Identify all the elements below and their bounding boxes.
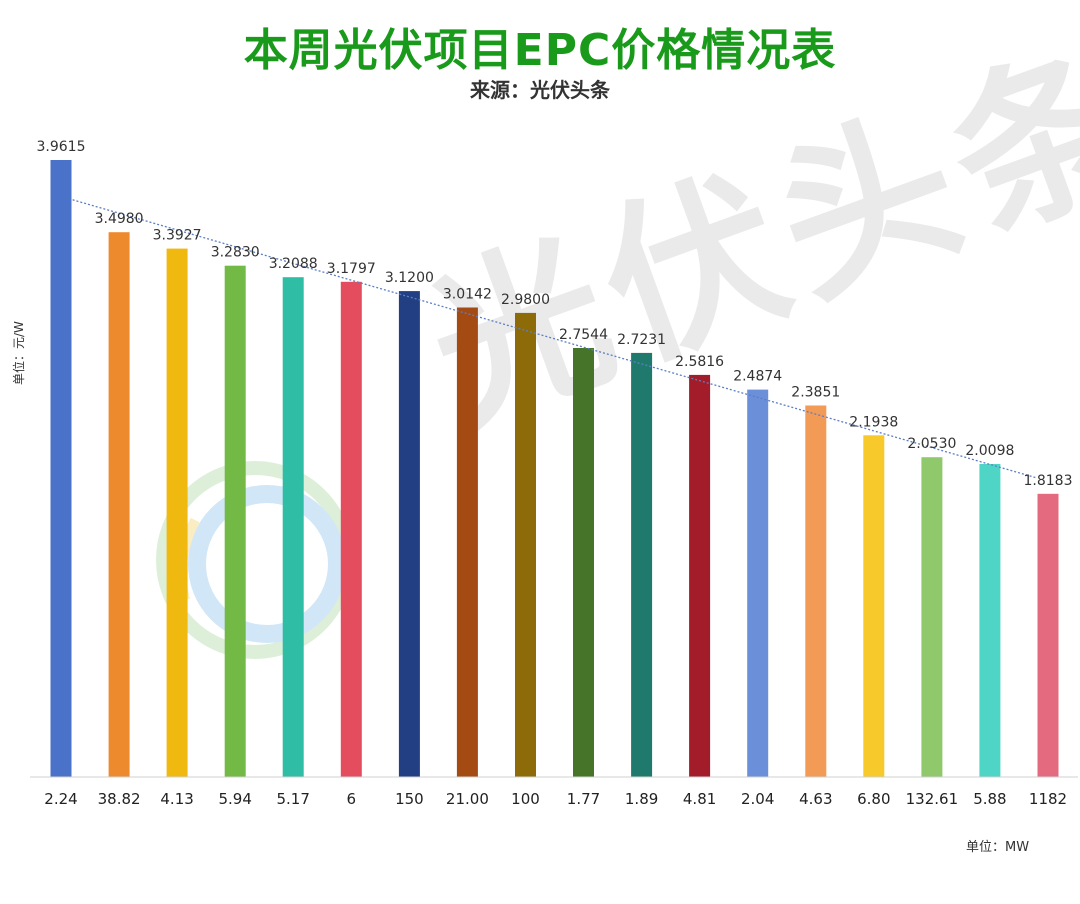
value-label-17: 2.0098 [965, 443, 1014, 459]
x-tick-label-15: 6.80 [857, 790, 890, 808]
x-tick-label-3: 4.13 [160, 790, 193, 808]
bar-5 [282, 277, 304, 777]
x-tick-label-2: 38.82 [98, 790, 141, 808]
bar-18 [1037, 493, 1059, 777]
bar-13 [747, 389, 769, 777]
value-label-7: 3.1200 [385, 270, 434, 286]
bar-7 [398, 291, 420, 777]
trendline-group [72, 199, 1037, 479]
bar-1 [50, 160, 72, 777]
bar-4 [224, 265, 246, 777]
x-tick-label-10: 1.77 [567, 790, 600, 808]
trendline [72, 199, 1037, 479]
value-label-14: 2.3851 [791, 385, 840, 401]
value-label-15: 2.1938 [849, 414, 898, 430]
chart-title: 本周光伏项目EPC价格情况表 [243, 25, 837, 76]
bar-10 [573, 348, 594, 777]
bar-2 [108, 232, 130, 777]
value-label-13: 2.4874 [733, 369, 782, 385]
value-labels-group: 3.9615 3.4980 3.3927 3.2830 3.2088 3.1797 3.12… [37, 139, 1073, 489]
x-tick-label-9: 100 [511, 790, 540, 808]
x-tick-label-4: 5.94 [218, 790, 251, 808]
x-tick-label-7: 150 [395, 790, 424, 808]
x-tick-label-18: 1182 [1029, 790, 1067, 808]
bar-11 [631, 352, 653, 777]
value-label-18: 1.8183 [1024, 473, 1073, 489]
bar-8 [456, 307, 478, 777]
bar-12 [689, 374, 711, 777]
value-label-1: 3.9615 [37, 139, 86, 155]
value-label-10: 2.7544 [559, 327, 608, 343]
value-label-4: 3.2830 [211, 245, 260, 261]
x-axis-unit-label: 单位：MW [966, 840, 1030, 855]
x-tick-label-14: 4.63 [799, 790, 832, 808]
value-label-5: 3.2088 [269, 256, 318, 272]
x-tick-label-11: 1.89 [625, 790, 658, 808]
x-tick-label-16: 132.61 [906, 790, 959, 808]
bar-16 [921, 457, 943, 777]
value-label-11: 2.7231 [617, 332, 666, 348]
bar-9 [515, 312, 536, 777]
value-label-6: 3.1797 [327, 261, 376, 277]
value-label-9: 2.9800 [501, 292, 550, 308]
x-tick-label-17: 5.88 [973, 790, 1006, 808]
bars-group [50, 160, 1059, 778]
value-label-2: 3.4980 [95, 211, 144, 227]
value-label-12: 2.5816 [675, 354, 724, 370]
x-tick-label-13: 2.04 [741, 790, 774, 808]
value-label-3: 3.3927 [153, 228, 202, 244]
chart-source: 来源：光伏头条 [470, 78, 610, 102]
x-tick-label-1: 2.24 [44, 790, 77, 808]
x-tick-label-5: 5.17 [276, 790, 309, 808]
bar-3 [166, 248, 188, 778]
bar-17 [979, 464, 1001, 777]
value-label-16: 2.0530 [907, 436, 956, 452]
x-tick-labels-group: 2.24 38.82 4.13 5.94 5.17 6 150 21.00 100 1.77 1.8… [44, 790, 1067, 808]
x-tick-label-8: 21.00 [446, 790, 489, 808]
value-label-8: 3.0142 [443, 287, 492, 303]
bar-6 [340, 281, 362, 777]
x-tick-label-6: 6 [347, 790, 357, 808]
bar-14 [805, 405, 827, 777]
bar-15 [863, 435, 885, 777]
x-tick-label-12: 4.81 [683, 790, 716, 808]
